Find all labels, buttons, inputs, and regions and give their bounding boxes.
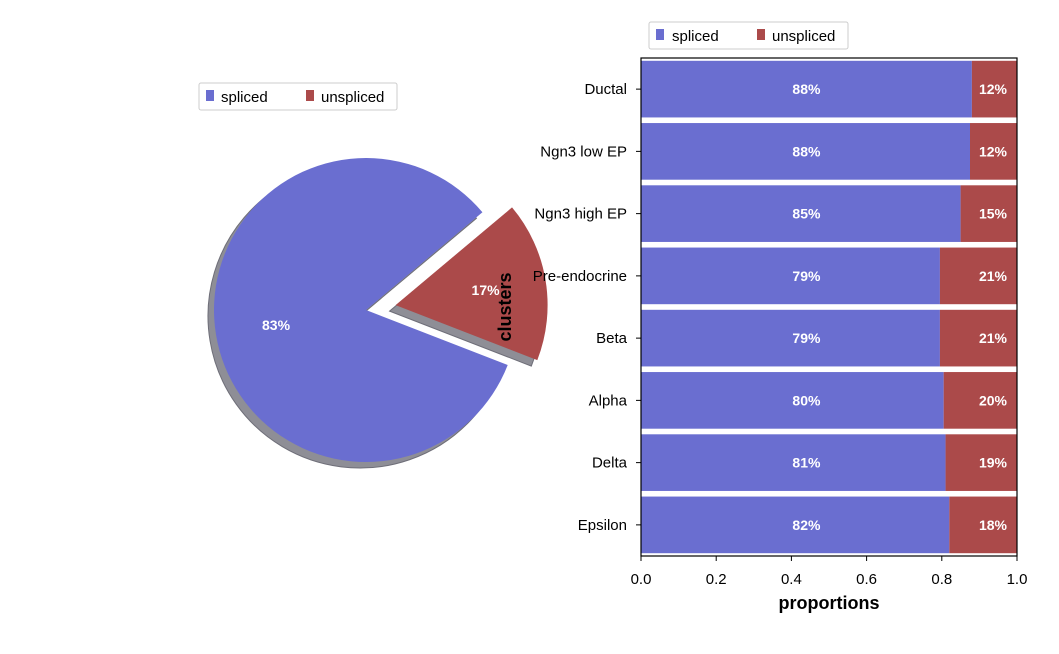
bar-spliced-2	[641, 185, 961, 242]
x-tick-label: 0.2	[706, 571, 727, 588]
y-tick-label: Ductal	[584, 81, 627, 98]
bar-value-label-unspliced-1: 12%	[979, 143, 1008, 159]
bar-value-label-spliced-1: 88%	[792, 143, 821, 159]
x-tick-label: 1.0	[1007, 571, 1028, 588]
bar-value-label-spliced-6: 81%	[792, 455, 821, 471]
pie-chart: 83% 17% spliced unspliced	[198, 82, 548, 469]
bar-spliced-6	[641, 434, 946, 491]
bar-value-label-unspliced-0: 12%	[979, 81, 1008, 97]
pie-slice-spliced	[213, 157, 508, 462]
bar-spliced-5	[641, 372, 944, 429]
bar-rects	[641, 60, 1017, 554]
x-tick-label: 0.8	[931, 571, 952, 588]
bar-spliced-7	[641, 496, 950, 554]
bar-spliced-3	[641, 247, 940, 305]
bar-value-label-spliced-5: 80%	[792, 392, 821, 408]
bar-legend: spliced unspliced	[648, 21, 849, 50]
bar-value-labels: 88% 12% 88% 12% 85% 15% 79% 21% 79% 21% 80% 20% 81% 1…	[792, 81, 1007, 533]
bar-value-label-spliced-4: 79%	[792, 330, 821, 346]
bar-value-label-unspliced-4: 21%	[979, 330, 1008, 346]
bar-legend-frame	[648, 21, 849, 50]
bar-value-label-spliced-2: 85%	[792, 206, 821, 222]
bar-legend-label-unspliced: unspliced	[772, 28, 835, 45]
y-tick-label: Ngn3 low EP	[540, 143, 627, 160]
pie-legend: spliced unspliced	[198, 82, 398, 111]
bar-unspliced-4	[939, 309, 1017, 367]
pie-legend-swatch-spliced	[206, 90, 214, 101]
bar-value-label-unspliced-3: 21%	[979, 268, 1008, 284]
bar-value-label-spliced-3: 79%	[792, 268, 821, 284]
bar-legend-swatch-spliced	[656, 29, 664, 40]
pie-slice-unspliced	[395, 207, 548, 361]
pie-labels: 83% 17%	[262, 282, 500, 333]
y-tick-label: Beta	[596, 330, 628, 347]
pie-value-label-spliced: 83%	[262, 317, 291, 333]
bar-unspliced-7	[949, 496, 1017, 554]
y-tick-label: Delta	[592, 455, 628, 472]
y-axis-label: clusters	[495, 272, 515, 341]
bar-legend-label-spliced: spliced	[672, 28, 719, 45]
y-tick-label: Epsilon	[578, 517, 627, 534]
bar-legend-swatch-unspliced	[757, 29, 765, 40]
bar-unspliced-2	[960, 185, 1017, 242]
pie-legend-label-spliced: spliced	[221, 89, 268, 106]
y-tick-label: Alpha	[589, 392, 628, 409]
bar-spliced-4	[641, 309, 940, 367]
pie-legend-frame	[198, 82, 398, 111]
bar-value-label-spliced-0: 88%	[792, 81, 821, 97]
pie-legend-label-unspliced: unspliced	[321, 89, 384, 106]
x-axis-ticks: 0.0 0.2 0.4 0.6 0.8 1.0	[631, 556, 1028, 588]
bar-spliced-1	[641, 123, 970, 180]
y-tick-label: Pre-endocrine	[533, 268, 627, 285]
bar-unspliced-0	[971, 60, 1017, 118]
pie-legend-swatch-unspliced	[306, 90, 314, 101]
x-axis-label: proportions	[779, 593, 880, 613]
pie-value-label-unspliced: 17%	[472, 282, 501, 298]
bar-axes-frame	[640, 57, 1018, 557]
bar-chart: 88% 12% 88% 12% 85% 15% 79% 21% 79% 21% 80% 20% 81% 1…	[495, 21, 1028, 613]
bar-unspliced-1	[970, 123, 1017, 180]
bar-value-label-unspliced-5: 20%	[979, 392, 1008, 408]
bar-value-label-spliced-7: 82%	[792, 517, 821, 533]
x-tick-label: 0.6	[856, 571, 877, 588]
bar-value-label-unspliced-7: 18%	[979, 517, 1008, 533]
x-tick-label: 0.4	[781, 571, 802, 588]
bar-unspliced-5	[943, 372, 1017, 429]
bar-value-label-unspliced-6: 19%	[979, 455, 1008, 471]
bar-value-label-unspliced-2: 15%	[979, 206, 1008, 222]
y-axis-ticks: Ductal Ngn3 low EP Ngn3 high EP Pre-endocri…	[533, 81, 641, 534]
x-tick-label: 0.0	[631, 571, 652, 588]
bar-spliced-0	[641, 60, 972, 118]
y-tick-label: Ngn3 high EP	[534, 206, 627, 223]
pie-slices	[213, 157, 548, 462]
bar-unspliced-3	[939, 247, 1017, 305]
bar-unspliced-6	[945, 434, 1017, 491]
